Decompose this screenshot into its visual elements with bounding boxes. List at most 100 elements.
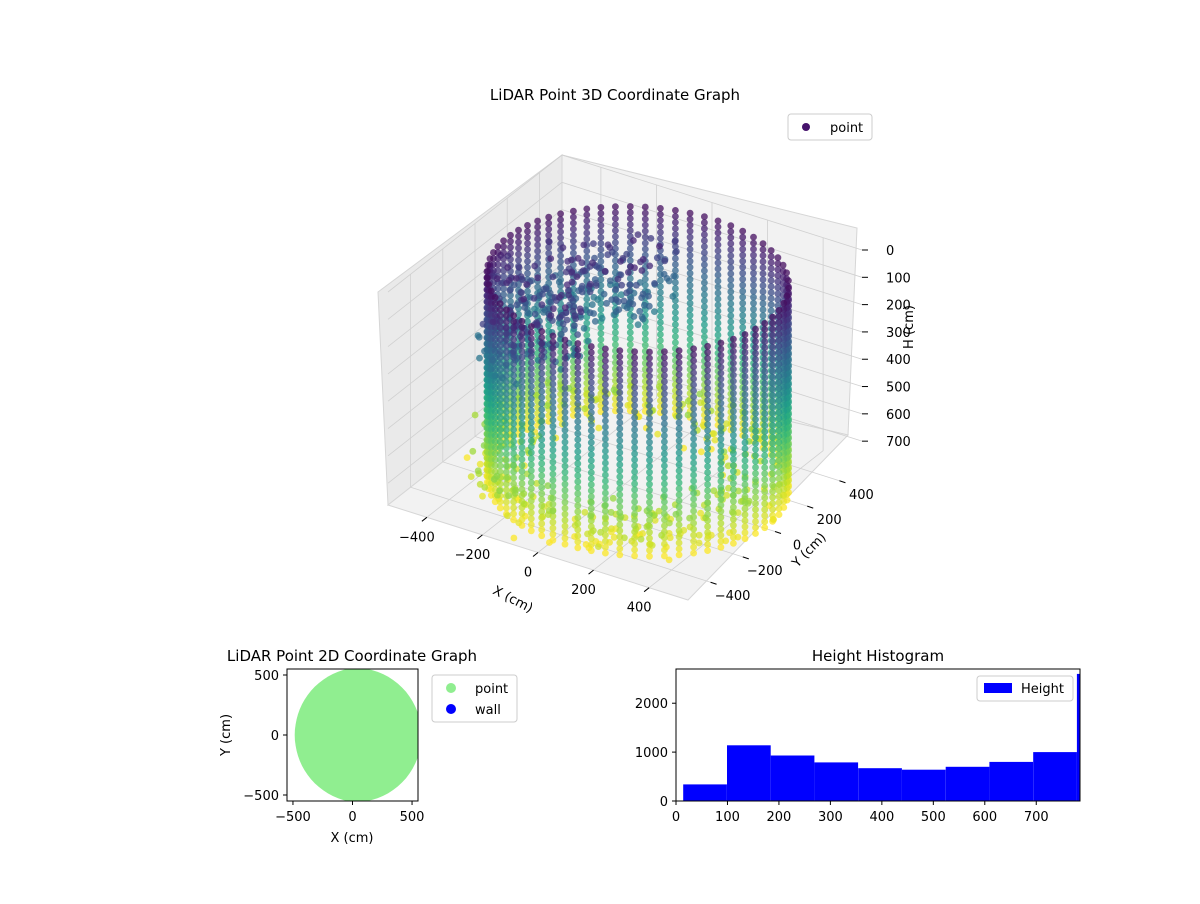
point-3d: [504, 512, 511, 520]
point-3d: [546, 539, 553, 546]
point-3d: [524, 309, 532, 317]
point-3d: [602, 387, 609, 395]
legend-3d: point: [787, 113, 873, 141]
point-3d: [549, 416, 557, 424]
point-3d: [690, 387, 697, 395]
point-3d: [646, 396, 653, 404]
point-3d: [752, 410, 759, 417]
point-3d: [518, 353, 526, 361]
point-3d: [557, 222, 564, 230]
point-3d: [730, 365, 737, 373]
point-3d: [717, 363, 725, 371]
point-3d: [494, 243, 502, 250]
point-3d: [730, 395, 737, 403]
point-3d: [574, 460, 582, 468]
point-3d: [574, 340, 582, 347]
point-3d: [530, 294, 538, 302]
point-3d: [717, 399, 725, 407]
point-3d: [657, 325, 664, 332]
point-3d: [657, 217, 664, 224]
point-3d: [646, 354, 653, 362]
point-3d: [595, 543, 602, 550]
point-3d: [510, 510, 517, 518]
point-3d: [696, 390, 704, 398]
point-3d: [581, 405, 589, 413]
point-3d: [538, 430, 546, 437]
point-3d: [646, 262, 654, 270]
point-3d: [616, 485, 624, 493]
point-3d: [617, 291, 625, 299]
point-3d: [590, 240, 597, 248]
point-3d: [769, 427, 776, 435]
point-3d: [496, 330, 504, 338]
point-3d: [570, 243, 577, 251]
point-3d: [730, 443, 737, 451]
point-3d: [597, 204, 605, 211]
point-3d: [730, 371, 737, 379]
point-3d: [759, 252, 767, 259]
point-3d: [775, 307, 783, 314]
point-3d: [741, 433, 749, 440]
point-3d: [616, 431, 624, 439]
point-3d: [534, 223, 541, 231]
point-3d: [690, 549, 697, 557]
point-3d: [503, 360, 510, 368]
point-3d: [561, 354, 569, 362]
point-3d: [510, 342, 517, 350]
point-3d: [510, 360, 517, 368]
grid-line-y: [474, 223, 776, 532]
point-3d: [741, 367, 749, 374]
point-3d: [774, 272, 782, 280]
point-3d: [672, 225, 679, 232]
point-3d: [534, 247, 541, 255]
point-3d: [491, 396, 499, 403]
point-3d: [503, 348, 510, 356]
point-3d: [686, 336, 694, 343]
point-3d: [767, 253, 775, 260]
point-3d: [752, 385, 759, 393]
point-3d: [739, 317, 747, 325]
point-3d: [631, 438, 638, 446]
point-3d: [574, 364, 582, 371]
point-3d: [518, 289, 525, 297]
point-3d: [714, 295, 722, 303]
point-3d: [512, 275, 520, 282]
point-3d: [774, 284, 782, 292]
point-3d: [741, 463, 749, 470]
point-3d: [775, 379, 783, 386]
point-3d: [510, 354, 517, 362]
point-3d: [490, 475, 498, 483]
point-3d: [661, 402, 668, 410]
point-3d: [612, 209, 619, 217]
point-3d: [510, 498, 517, 506]
point-3d: [515, 264, 523, 271]
point-3d: [626, 341, 634, 348]
y-tick-label-2d: −500: [243, 789, 279, 804]
point-3d: [515, 238, 522, 246]
point-3d: [574, 406, 582, 413]
point-3d: [510, 426, 517, 434]
point-3d: [701, 321, 708, 329]
point-3d: [661, 348, 668, 356]
point-3d: [518, 432, 526, 439]
point-3d: [527, 521, 535, 529]
point-3d: [574, 484, 582, 492]
point-3d: [645, 292, 652, 300]
point-3d: [587, 493, 595, 501]
point-3d: [752, 434, 759, 441]
point-3d: [704, 445, 711, 452]
point-3d: [604, 251, 612, 259]
point-3d: [510, 468, 517, 476]
point-3d: [616, 353, 624, 360]
point-3d: [545, 267, 553, 275]
point-3d: [496, 336, 504, 344]
point-3d: [690, 531, 697, 539]
point-3d: [727, 282, 735, 290]
point-3d: [571, 312, 579, 319]
point-3d: [527, 371, 535, 378]
point-3d: [616, 347, 624, 354]
point-3d: [587, 439, 595, 446]
point-3d: [646, 486, 653, 494]
point-3d: [591, 318, 599, 325]
point-3d: [486, 255, 494, 263]
